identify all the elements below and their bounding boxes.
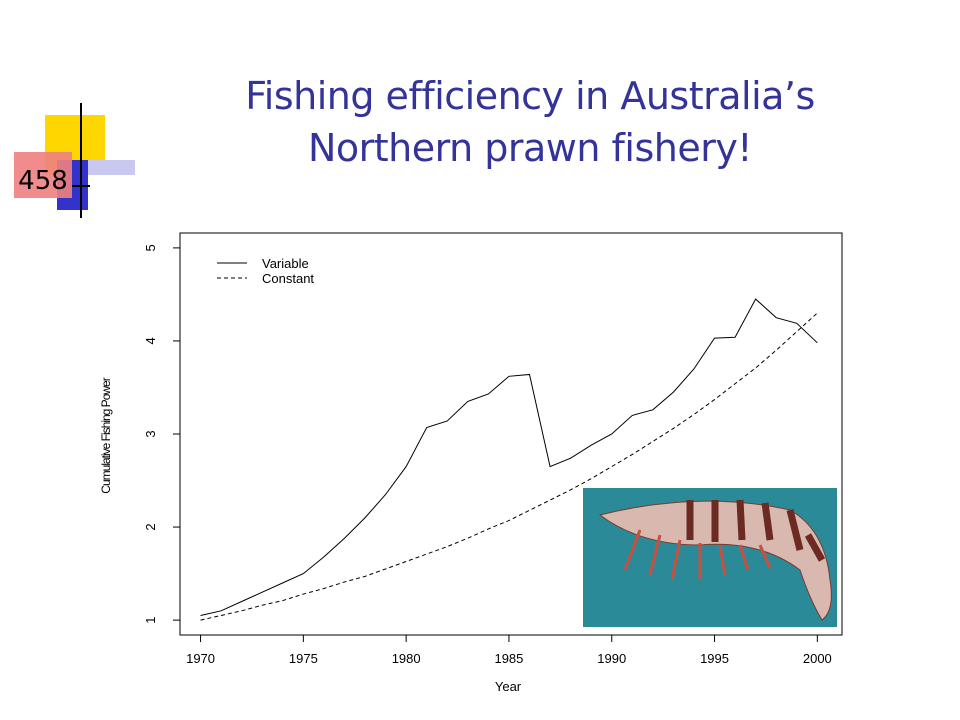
slide-title: Fishing efficiency in Australia’s Northe… [245,74,815,170]
slide-number: 458 [18,166,68,196]
prawn-stripes [686,499,826,562]
y-axis-label: Cumulative Fishing Power [99,377,113,493]
y-tick-label: 2 [143,523,158,530]
x-tick-label: 1985 [494,651,523,666]
y-tick-label: 5 [143,244,158,251]
photo [583,488,837,627]
x-tick-label: 1975 [289,651,318,666]
x-tick-label: 1995 [700,651,729,666]
prawn-legs [623,529,772,581]
deco-lightblue [75,160,135,175]
x-axis-label: Year [495,679,522,694]
x-tick-label: 1990 [597,651,626,666]
y-tick-label: 3 [143,430,158,437]
legend-label: Constant [262,271,314,286]
x-tick-label: 1980 [392,651,421,666]
title-box: Fishing efficiency in Australia’s Northe… [245,74,815,170]
deco-red [14,152,72,198]
x-tick-label: 1970 [186,651,215,666]
series-line [200,298,818,616]
y-tick-label: 4 [143,337,158,344]
x-tick-label: 2000 [803,651,832,666]
legend-label: Variable [262,256,309,271]
series-line [200,312,818,621]
y-tick-label: 1 [143,616,158,623]
